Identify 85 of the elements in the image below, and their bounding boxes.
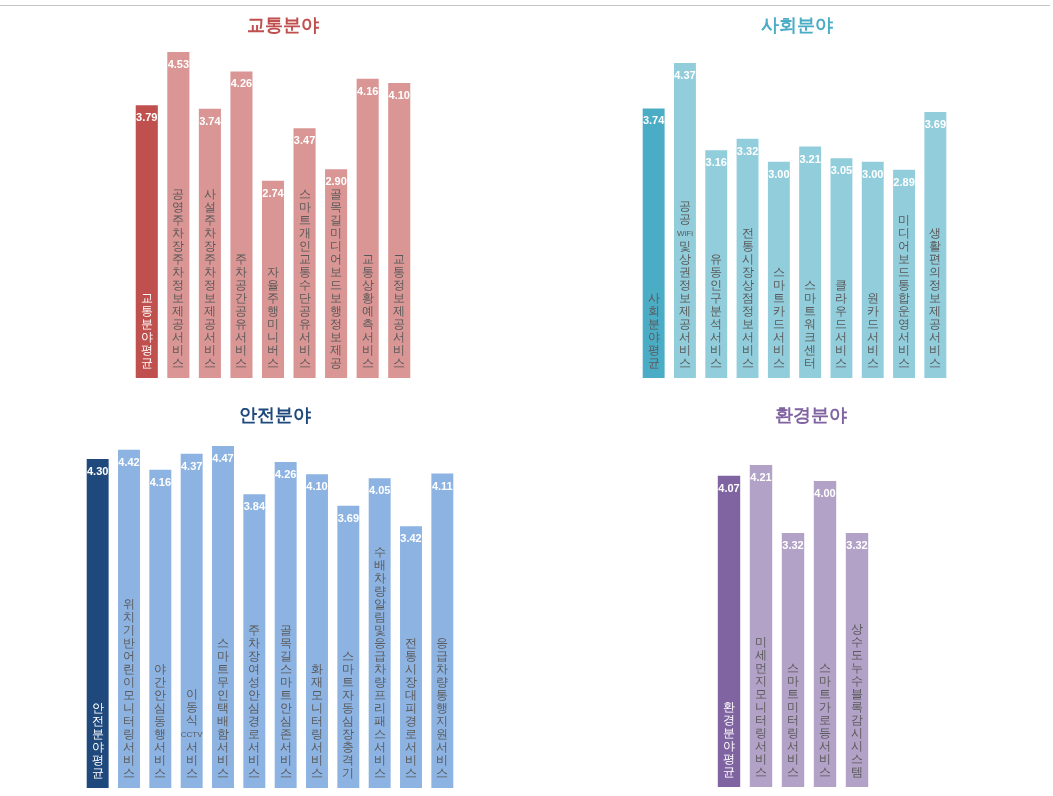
- chart-title: 사회분야: [761, 14, 833, 36]
- data-label: 4.30: [86, 465, 109, 478]
- data-label: 4.10: [388, 88, 410, 101]
- data-label: 4.07: [718, 481, 740, 494]
- category-label: 야간안심동행서비스: [154, 662, 167, 780]
- category-label: 상수도누수블록감시시스템: [850, 622, 863, 779]
- category-label: 교통정보제공서비스: [393, 252, 406, 370]
- data-label: 3.00: [862, 167, 884, 180]
- category-label: 공공WiFi및상권정보제공서비스: [676, 199, 693, 370]
- x-tick-label: 클라우드서비스: [834, 278, 849, 370]
- data-label: 3.42: [400, 532, 422, 545]
- category-label: 스마트미터링서비스: [786, 661, 799, 779]
- data-label: 4.16: [149, 475, 172, 488]
- data-label: 4.11: [431, 479, 453, 492]
- category-label: 전통시장상점정보서비스: [741, 226, 754, 370]
- category-label: 골목길미디어보드보행정보제공: [330, 187, 343, 370]
- category-label: 유동인구분석서비스: [710, 252, 723, 370]
- data-label: 4.47: [212, 452, 234, 465]
- data-label: 2.74: [262, 186, 285, 199]
- x-tick-label: 스마트카드서비스: [771, 265, 786, 370]
- data-label: 4.37: [674, 69, 696, 82]
- category-label: 스마트개인교통수단공유서비스: [298, 187, 311, 370]
- bar: [135, 105, 158, 378]
- category-label: 미디어보드통합운영서비스: [898, 213, 911, 370]
- bar: [861, 161, 884, 378]
- data-label: 3.69: [924, 118, 947, 131]
- data-label: 3.21: [799, 152, 821, 165]
- bar: [306, 474, 328, 788]
- x-tick-label: 안전분야평균: [90, 701, 105, 780]
- bar: [86, 459, 109, 788]
- category-label: 스마트무인택배함서비스: [216, 636, 229, 780]
- data-label: 4.05: [368, 484, 391, 497]
- data-label: 3.74: [642, 114, 666, 127]
- chart-title: 환경분야: [775, 404, 847, 426]
- category-label: 화재모니터링서비스: [310, 662, 323, 780]
- data-label: 3.69: [337, 511, 360, 524]
- data-label: 3.00: [768, 167, 790, 180]
- data-label: 4.42: [118, 455, 140, 468]
- data-label: 4.21: [750, 471, 772, 484]
- data-label: 3.79: [136, 111, 158, 124]
- data-label: 2.89: [893, 175, 915, 188]
- data-label: 4.16: [356, 84, 379, 97]
- category-label: 수배차량알림및응급차량프리패스서비스: [373, 545, 386, 780]
- data-label: 4.26: [274, 468, 297, 481]
- bar: [642, 108, 665, 378]
- data-label: 3.47: [293, 134, 316, 147]
- category-label: 스마트가로등서비스: [818, 661, 831, 779]
- category-label: 사설주차장주차정보제공서비스: [203, 187, 216, 370]
- data-label: 2.90: [325, 175, 347, 188]
- bar: [180, 453, 203, 788]
- data-label: 3.32: [736, 144, 759, 157]
- data-label: 3.84: [243, 500, 266, 513]
- x-tick-label: 스마트워크센터: [803, 278, 818, 370]
- data-label: 3.16: [705, 156, 727, 169]
- category-label: 주차장여성안심경로서비스: [248, 623, 261, 780]
- category-label: 미세먼지모니터링서비스: [754, 635, 767, 779]
- x-tick-label: 교통분야평균: [139, 291, 154, 370]
- data-label: 4.53: [167, 58, 190, 71]
- category-label: 생활편의정보제공서비스: [929, 226, 942, 370]
- chart-title: 안전분야: [239, 404, 311, 426]
- chart-title: 교통분야: [247, 14, 319, 36]
- bar: [149, 469, 172, 788]
- x-tick-label: 환경분야평균: [722, 700, 736, 779]
- category-label: 전통시장대피경로서비스: [404, 636, 417, 780]
- x-tick-label: 이동식CCTV서비스: [180, 687, 203, 780]
- category-label: 스마트자동심장충격기: [342, 649, 355, 780]
- data-label: 3.05: [830, 164, 853, 177]
- category-label: 골목길스마트안심존서비스: [279, 623, 292, 780]
- data-label: 3.74: [199, 114, 222, 127]
- x-tick-label: 자율주행미니버스: [266, 265, 280, 370]
- data-label: 3.32: [846, 539, 868, 552]
- bar: [717, 475, 741, 787]
- category-label: 위치기반어린이모니터링서비스: [122, 597, 135, 780]
- category-label: 응급차량통행지원서비스: [436, 636, 449, 780]
- data-label: 3.32: [782, 539, 804, 552]
- category-label: 주차공간공유서비스: [235, 252, 248, 370]
- bar: [212, 446, 234, 788]
- x-tick-label: 사회분야평균: [646, 291, 661, 370]
- x-tick-label: 원카드서비스: [865, 291, 880, 370]
- data-label: 4.26: [230, 77, 253, 90]
- category-label: 공영주차장주차정보제공서비스: [172, 187, 185, 370]
- data-label: 4.00: [814, 487, 836, 500]
- data-label: 4.10: [306, 480, 328, 493]
- category-label: 교통상황예측서비스: [361, 252, 374, 370]
- data-label: 4.37: [180, 459, 203, 472]
